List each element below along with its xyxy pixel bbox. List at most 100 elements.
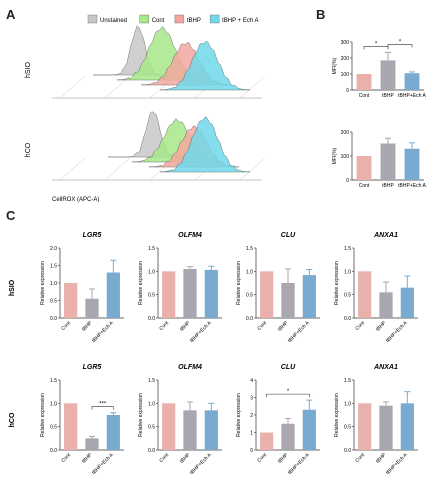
x-tick-label: tBHP+Ech A <box>91 452 115 476</box>
x-tick-label: tBHP+Ech A <box>385 320 409 344</box>
y-tick-label: 0.5 <box>148 293 155 299</box>
y-tick-label: 1.5 <box>50 378 57 384</box>
row-label-hsio: hSIO <box>0 268 22 296</box>
y-tick-label: 0.5 <box>344 425 351 431</box>
y-tick-label: 1.5 <box>246 246 253 252</box>
y-tick-label: 0.0 <box>344 316 351 322</box>
bar-tbhp <box>379 292 393 318</box>
x-tick-label: Cont <box>158 320 170 332</box>
x-tick-label: tBHP <box>179 320 192 333</box>
legend-swatch-tbhp <box>174 14 185 24</box>
y-tick-label: 1.0 <box>50 281 57 287</box>
bar-chart-c-hco-olfm4: OLFM4 0.0 0.5 1.0 1.5 Relative expression Cont… <box>138 364 222 476</box>
x-tick-label: tBHP <box>277 452 290 465</box>
chart-title: CLU <box>281 232 296 239</box>
chart-title: ANXA1 <box>373 364 398 371</box>
y-tick-label: 0.0 <box>148 448 155 454</box>
y-tick-label: 1.5 <box>344 378 351 384</box>
legend-label-tbhp: tBHP <box>187 18 201 24</box>
x-tick-label: Cont <box>354 452 366 464</box>
x-tick-label: tBHP <box>382 183 394 189</box>
x-tick-label: tBHP <box>375 452 388 465</box>
y-tick-label: 1.0 <box>50 401 57 407</box>
y-axis-label: Relative expression <box>236 393 242 437</box>
x-tick-label: Cont <box>60 320 72 332</box>
bar-tbhp-ech-a <box>106 415 120 450</box>
bar-cont <box>358 271 372 318</box>
significance-marker: * <box>399 39 402 45</box>
flow-depth-line <box>59 75 86 99</box>
y-tick-label: 1.0 <box>344 401 351 407</box>
y-tick-label: 0.5 <box>344 293 351 299</box>
y-tick-label: 4 <box>250 378 253 384</box>
y-tick-label: 0.5 <box>50 425 57 431</box>
panel-letter-a: A <box>6 7 16 22</box>
flow-row-hsio <box>52 25 266 99</box>
flow-row-label-hco: hCO <box>25 142 32 157</box>
bar-cont <box>162 403 176 450</box>
significance-bracket: * <box>387 39 413 48</box>
bar-tbhp <box>85 438 99 450</box>
y-tick-label: 200 <box>341 56 350 62</box>
legend-swatch-cont <box>139 14 149 24</box>
x-tick-label: tBHP+Ech A <box>287 320 311 344</box>
y-tick-label: 0.0 <box>50 448 57 454</box>
bar-tbhp <box>183 410 197 450</box>
y-axis-label: Relative expression <box>40 261 46 305</box>
bar-chart-b-hsio: 0 100 200 300 MFI(%) Cont tBHP tBHP+Ech A * * <box>332 39 426 99</box>
y-axis-label: MFI(%) <box>332 147 338 164</box>
y-axis-label: Relative expression <box>334 393 340 437</box>
y-tick-label: 1.5 <box>50 264 57 270</box>
significance-bracket: *** <box>91 402 114 410</box>
x-tick-label: tBHP+Ech A <box>398 183 426 189</box>
y-tick-label: 2.0 <box>50 246 57 252</box>
significance-marker: * <box>375 41 378 47</box>
y-tick-label: 0.5 <box>148 425 155 431</box>
bar-tbhp-ech-a <box>302 409 316 450</box>
bar-tbhp <box>380 60 396 90</box>
bar-tbhp-ech-a <box>204 410 218 450</box>
x-tick-label: Cont <box>158 452 170 464</box>
y-tick-label: 0 <box>346 178 349 184</box>
bar-chart-c-hsio-olfm4: OLFM4 0.0 0.5 1.0 1.5 Relative expression Cont… <box>138 232 222 344</box>
bar-tbhp-ech-a <box>302 275 316 318</box>
y-tick-label: 1.0 <box>344 269 351 275</box>
x-tick-label: Cont <box>256 320 268 332</box>
flow-depth-line <box>59 157 86 181</box>
significance-line <box>91 406 114 410</box>
y-tick-label: 0.5 <box>246 293 253 299</box>
y-axis-label: Relative expression <box>138 261 144 305</box>
bar-tbhp <box>281 283 295 318</box>
bar-tbhp-ech-a <box>204 269 218 318</box>
chart-title: OLFM4 <box>178 232 202 239</box>
y-tick-label: 2 <box>250 413 253 419</box>
y-tick-label: 1.5 <box>344 246 351 252</box>
flow-histogram-panel: Unstained Cont tBHP tBHP + Ech A hSIO hCO C… <box>25 14 266 203</box>
bar-cont <box>356 74 372 90</box>
y-tick-label: 1.5 <box>148 246 155 252</box>
bar-cont <box>356 156 372 180</box>
bar-tbhp-ech-a <box>106 272 120 318</box>
y-tick-label: 0 <box>250 448 253 454</box>
x-tick-label: tBHP+Ech A <box>287 452 311 476</box>
x-tick-label: tBHP <box>179 452 192 465</box>
y-tick-label: 0.0 <box>50 316 57 322</box>
bar-cont <box>260 432 274 450</box>
y-axis-label: Relative expression <box>40 393 46 437</box>
bar-cont <box>162 271 176 318</box>
y-tick-label: 1.0 <box>246 269 253 275</box>
significance-line <box>387 44 413 48</box>
bar-tbhp <box>379 405 393 450</box>
flow-depth-line <box>239 75 266 99</box>
y-tick-label: 1.0 <box>148 269 155 275</box>
row-label-text: hSIO <box>9 279 16 296</box>
x-tick-label: tBHP+Ech A <box>398 93 426 99</box>
bar-tbhp-ech-a <box>400 403 414 450</box>
y-tick-label: 0.0 <box>148 316 155 322</box>
y-tick-label: 0.0 <box>246 316 253 322</box>
y-tick-label: 1.5 <box>148 378 155 384</box>
y-tick-label: 100 <box>341 72 350 78</box>
bar-tbhp <box>183 269 197 318</box>
